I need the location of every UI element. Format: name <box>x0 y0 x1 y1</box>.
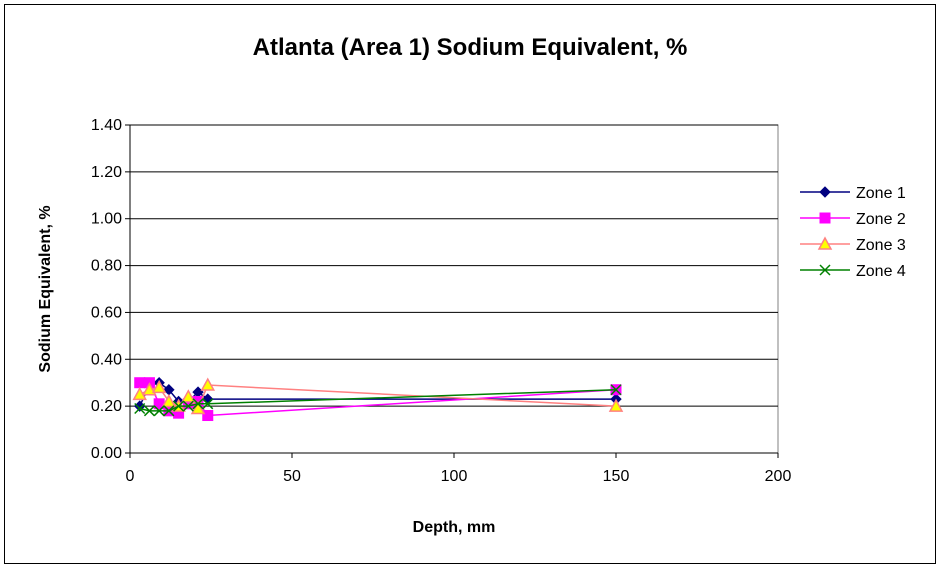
data-point-zone-4-stroke-b <box>134 402 146 415</box>
chart-title: Atlanta (Area 1) Sodium Equivalent, % <box>253 34 688 61</box>
data-point-zone-3 <box>151 379 167 394</box>
y-tick-label: 0.80 <box>91 258 122 275</box>
grid-lines <box>130 124 778 407</box>
data-point-zone-4 <box>182 400 194 412</box>
data-point-zone-4-stroke-b <box>610 384 622 396</box>
legend: Zone 1 Zone 2 Zone 3 Zone 4 <box>800 185 906 280</box>
y-tick-label: 1.20 <box>91 164 122 181</box>
data-point-zone-3 <box>132 386 147 401</box>
y-tick-label: 1.00 <box>91 211 122 228</box>
data-point-zone-3 <box>161 393 177 408</box>
legend-label-zone-4: Zone 4 <box>856 263 906 280</box>
data-point-zone-4 <box>163 405 175 417</box>
data-point-zone-4 <box>610 384 622 396</box>
legend-label-zone-3: Zone 3 <box>856 237 906 254</box>
y-tick-label: 0.40 <box>91 351 122 368</box>
data-point-zone-2 <box>134 377 146 389</box>
legend-item-zone-4: Zone 4 <box>800 263 906 280</box>
data-point-zone-4-stroke-b <box>173 400 185 412</box>
legend-marker-zone-3 <box>817 236 833 250</box>
x-tick-label: 200 <box>765 468 792 485</box>
legend-marker-zone-1 <box>819 186 831 198</box>
tick-labels: 0.00 0.20 0.40 0.60 0.80 1.00 1.20 1.40 0 50 100 15… <box>91 117 792 485</box>
y-axis-label: Sodium Equivalent, % <box>37 205 54 372</box>
series-zone-4 <box>134 384 622 417</box>
data-point-zone-2 <box>202 410 214 422</box>
data-point-zone-4-stroke-b <box>192 398 204 410</box>
data-point-zone-4-stroke-b <box>153 405 165 417</box>
legend-item-zone-1: Zone 1 <box>800 185 906 202</box>
legend-label-zone-1: Zone 1 <box>856 185 906 202</box>
legend-marker-zone-2 <box>819 212 831 224</box>
data-point-zone-4 <box>143 405 155 417</box>
data-point-zone-3 <box>142 382 157 396</box>
chart-frame <box>4 4 936 564</box>
data-point-zone-4-stroke-b <box>163 405 175 417</box>
y-tick-label: 0.60 <box>91 304 122 321</box>
x-tick-label: 150 <box>603 468 630 485</box>
data-point-zone-3 <box>190 400 206 415</box>
legend-item-zone-2: Zone 2 <box>800 211 906 228</box>
legend-item-zone-3: Zone 3 <box>800 236 906 254</box>
data-point-zone-4 <box>153 405 165 417</box>
data-point-zone-4 <box>173 400 185 412</box>
axes <box>125 124 779 458</box>
x-tick-label: 100 <box>441 468 468 485</box>
y-tick-label: 0.00 <box>91 445 122 462</box>
x-tick-label: 50 <box>283 468 301 485</box>
data-point-zone-4 <box>192 398 204 410</box>
data-point-zone-3 <box>200 377 216 391</box>
series-layer <box>132 377 624 422</box>
data-point-zone-4-stroke-b <box>202 398 214 410</box>
data-point-zone-4-stroke-b <box>182 400 194 412</box>
data-point-zone-4 <box>134 402 146 415</box>
legend-marker-zone-4-stroke-b <box>819 264 831 276</box>
x-tick-label: 0 <box>126 468 135 485</box>
data-point-zone-3 <box>608 398 624 412</box>
data-point-zone-3 <box>181 389 196 403</box>
y-tick-label: 0.20 <box>91 398 122 415</box>
x-axis-label: Depth, mm <box>413 519 496 536</box>
data-point-zone-4 <box>202 398 214 410</box>
data-point-zone-4-stroke-b <box>143 405 155 417</box>
y-tick-label: 1.40 <box>91 117 122 134</box>
legend-label-zone-2: Zone 2 <box>856 211 906 228</box>
legend-marker-zone-4 <box>819 264 831 276</box>
